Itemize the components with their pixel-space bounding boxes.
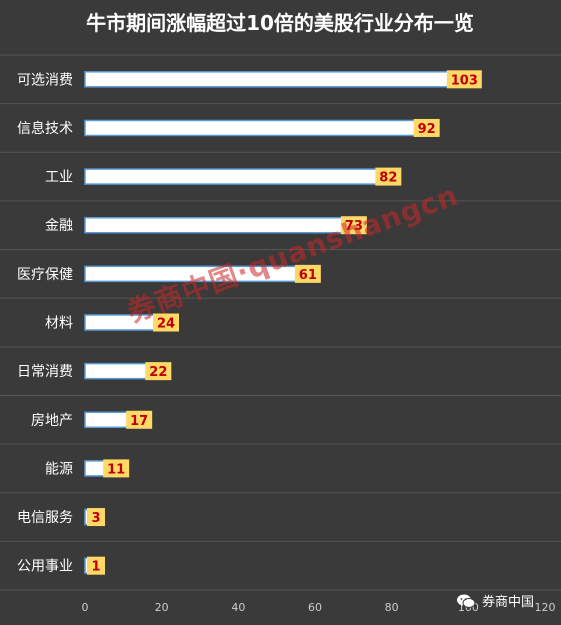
data-label: 61 [299, 268, 317, 283]
category-label: 可选消费 [17, 72, 73, 88]
data-label: 24 [157, 317, 175, 332]
bar [84, 168, 401, 185]
data-label: 73 [345, 219, 363, 234]
data-label-bg [375, 167, 402, 186]
data-label: 3 [91, 511, 100, 526]
data-label: 82 [379, 171, 397, 186]
bar-layer: 可选消费 103 信息技术 92 工业 82 金融 73 医疗保健 61 材料 24 日常消费 22 房地产… [17, 70, 482, 575]
data-label-bg [126, 410, 153, 429]
bar [84, 119, 439, 137]
data-label: 22 [149, 365, 167, 380]
data-label-bg [103, 459, 130, 478]
x-tick-label: 0 [82, 601, 89, 614]
category-label: 信息技术 [17, 120, 73, 137]
data-label-bg [87, 556, 105, 575]
category-label: 公用事业 [17, 559, 73, 575]
chart-title: 牛市期间涨幅超过10倍的美股行业分布一览 [86, 11, 474, 35]
data-label: 103 [451, 73, 478, 88]
grid-layer [0, 54, 561, 591]
data-label-bg [446, 70, 482, 89]
data-label: 17 [130, 414, 148, 429]
brand: 券商中国 [456, 591, 534, 610]
category-label: 电信服务 [17, 510, 73, 526]
data-label-bg [145, 362, 172, 381]
bar [84, 71, 481, 88]
category-label: 工业 [45, 170, 73, 186]
category-label: 金融 [45, 218, 73, 234]
category-label: 日常消费 [17, 364, 73, 380]
data-label-bg [340, 216, 367, 235]
data-label: 1 [91, 560, 100, 575]
category-label: 材料 [45, 316, 73, 332]
category-label: 医疗保健 [17, 267, 73, 283]
x-tick-label: 60 [308, 601, 322, 614]
x-tick-label: 40 [231, 601, 245, 614]
data-label-bg [294, 264, 321, 283]
category-label: 房地产 [31, 413, 73, 429]
wechat-icon [457, 594, 476, 608]
data-label: 92 [418, 122, 436, 137]
category-label: 能源 [45, 461, 73, 477]
data-label-bg [87, 508, 105, 527]
data-label-bg [413, 118, 440, 137]
brand-name: 券商中国 [482, 595, 535, 610]
x-tick-label: 120 [535, 601, 556, 614]
x-tick-label: 80 [385, 601, 399, 614]
data-label-bg [153, 313, 179, 332]
data-label: 11 [107, 462, 125, 477]
x-tick-label: 20 [155, 601, 169, 614]
